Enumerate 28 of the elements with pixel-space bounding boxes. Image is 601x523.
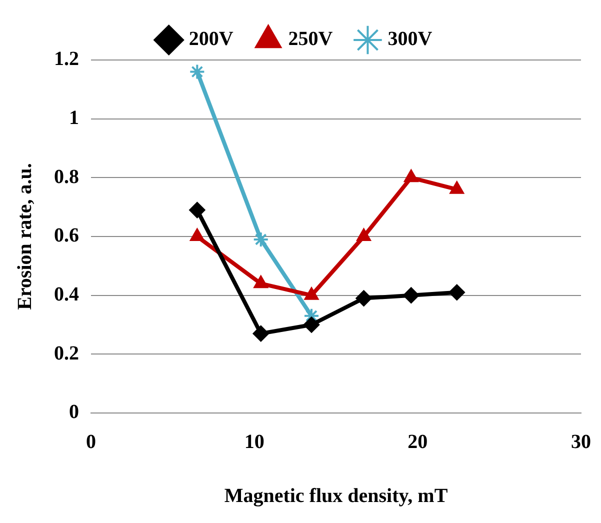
legend-label: 250V: [288, 28, 334, 50]
point: [304, 316, 320, 333]
point: [304, 287, 319, 300]
x-axis-title: Magnetic flux density, mT: [224, 485, 448, 508]
y-tick-label: 0.6: [54, 224, 79, 247]
point: [252, 326, 269, 342]
y-axis-title: Erosion rate, a.u.: [14, 163, 36, 310]
y-tick-label: 0.2: [54, 342, 79, 364]
y-tick-label: 0.8: [54, 166, 79, 188]
point: [450, 181, 464, 194]
point: [190, 228, 204, 241]
y-tick-label: 0.4: [54, 284, 79, 306]
y-tick-label: 1.2: [54, 48, 79, 70]
point: [448, 284, 465, 300]
point: [356, 290, 372, 306]
point: [356, 228, 371, 241]
x-tick-label: 20: [408, 431, 428, 454]
point: [254, 276, 268, 288]
point: [404, 170, 418, 182]
x-tick-label: 0: [86, 431, 96, 454]
point: [403, 287, 420, 304]
y-tick-label: 0: [69, 401, 79, 424]
x-tick-label: 10: [244, 431, 264, 454]
legend-label: 300V: [388, 28, 433, 50]
legend-label: 200V: [188, 28, 234, 50]
x-tick-label: 30: [571, 431, 591, 454]
point: [252, 231, 269, 248]
y-tick-label: 1: [69, 107, 79, 130]
